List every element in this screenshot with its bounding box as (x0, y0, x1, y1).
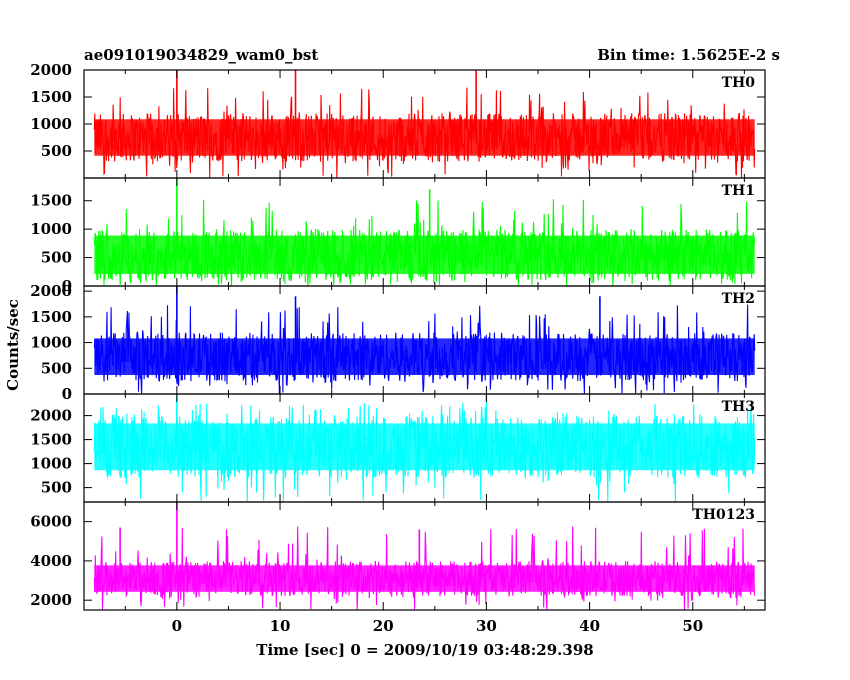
panel-label-th0: TH0 (722, 75, 756, 91)
series-band-th3 (94, 423, 755, 471)
panel-th0: 500 1000 1500 2000 TH0 (30, 61, 766, 179)
series-band-th0 (94, 119, 755, 156)
panels-group: 500100015002000TH0050010001500TH10500100… (30, 61, 766, 635)
x-axis-label: Time [sec] 0 = 2009/10/19 03:48:29.398 (256, 641, 593, 659)
panel-label-th1: TH1 (722, 183, 755, 199)
panel-th3: 500 1000 1500 2000 TH3 (30, 393, 766, 503)
y-tick-label-th3: 2000 (30, 407, 72, 425)
y-tick-label-th3: 1500 (30, 431, 72, 449)
y-axis-label: Counts/sec (4, 299, 22, 391)
y-tick-label-th1: 1000 (30, 220, 72, 238)
y-tick-label-th2: 1500 (30, 308, 72, 326)
y-tick-label-th3: 500 (41, 479, 72, 497)
x-tick-label: 50 (682, 617, 703, 635)
x-tick-label: 10 (270, 617, 291, 635)
y-tick-label-th0123: 6000 (30, 513, 72, 531)
panel-label-th2: TH2 (722, 291, 755, 307)
chart-title: ae091019034829_wam0_bst (84, 46, 318, 64)
y-tick-label-th1: 500 (41, 249, 72, 267)
y-tick-label-th1: 0 (62, 277, 72, 295)
series-band-th0123 (94, 565, 755, 592)
x-tick-label: 20 (373, 617, 394, 635)
y-tick-label-th2: 500 (41, 359, 72, 377)
y-tick-label-th1: 1500 (30, 192, 72, 210)
y-tick-label-th0123: 2000 (30, 591, 72, 609)
y-tick-label-th3: 1000 (30, 455, 72, 473)
x-tick-label: 30 (476, 617, 497, 635)
y-tick-label-th2: 2000 (30, 282, 72, 300)
y-tick-label-th2: 0 (62, 385, 72, 403)
chart-subtitle: Bin time: 1.5625E-2 s (597, 46, 780, 64)
y-tick-label-th0123: 4000 (30, 552, 72, 570)
y-tick-label-th2: 1000 (30, 334, 72, 352)
panel-th0123: 2000 4000 6000 TH0123 (30, 501, 766, 611)
panel-label-th3: TH3 (722, 399, 755, 415)
panel-label-th0123: TH0123 (692, 507, 755, 523)
panel-th1: 0 500 1000 1500 TH1 (30, 177, 766, 295)
x-tick-label: 40 (579, 617, 600, 635)
y-tick-label-th0: 1500 (30, 88, 72, 106)
series-band-th1 (94, 235, 755, 274)
panel-frame-th0123 (83, 501, 766, 611)
x-tick-label: 0 (172, 617, 182, 635)
panel-th2: 0 500 1000 1500 2000 TH2 (30, 282, 766, 403)
y-tick-label-th0: 500 (41, 142, 72, 160)
series-band-th2 (94, 338, 755, 376)
y-tick-label-th0: 2000 (30, 61, 72, 79)
y-tick-label-th0: 1000 (30, 115, 72, 133)
